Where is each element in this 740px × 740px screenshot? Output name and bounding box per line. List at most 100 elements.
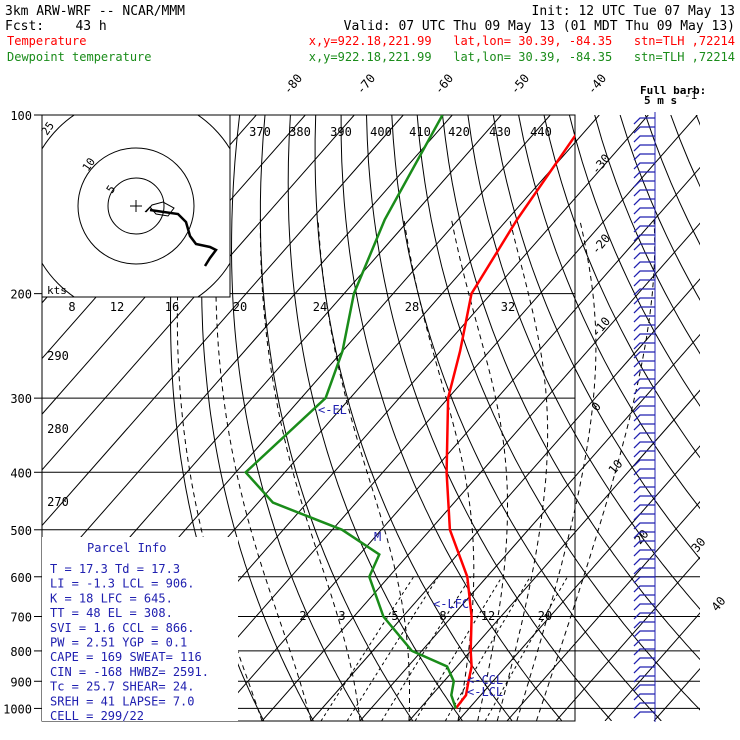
barb-note-1: Full barb: [640,84,706,97]
wind-barb [633,603,655,611]
wind-barb [633,441,655,449]
dry-adiabat [314,115,513,721]
wind-barb [633,621,655,629]
temperature-tick-label: -20 [589,231,614,257]
wind-barb [633,117,655,125]
barb-note-2: 5 m s [644,94,677,107]
wind-barb [633,450,655,458]
dry-adiabat [230,115,364,721]
mixing-ratio-line [320,576,415,721]
isotherm-line [261,222,700,721]
sounding-profiles [243,115,575,710]
annotation-label: <-LFC [433,597,469,611]
wind-barb [633,369,655,377]
temperature-tick-label: -30 [589,151,614,177]
wind-barb [633,207,655,215]
moist-adiabat [259,219,361,721]
wind-barb [633,477,655,485]
hodograph-ring-label: 25 [39,119,57,137]
moist-adiabat [451,219,508,721]
theta-label: 380 [289,125,311,139]
isotherm-line [359,333,700,721]
dry-adiabat [391,115,662,721]
wind-barb [633,279,655,287]
wind-barb [633,666,655,674]
wind-barb [633,324,655,332]
dry-adiabat [366,115,612,721]
pressure-label: 1000 [3,702,32,716]
dry-adiabat [543,115,700,459]
isotherm-line [212,166,700,721]
temperature-location: x,y=922.18,221.99 lat,lon= 30.39, -84.35… [309,34,735,48]
pressure-label: 600 [10,571,32,585]
mixing-ratio-label: 2 [299,609,306,623]
pressure-label: 500 [10,524,32,538]
wind-barb [633,126,655,134]
wind-barb [633,684,655,692]
mixing-ratio-label: 28 [405,300,419,314]
isotherm-line [163,115,698,721]
temperature-tick-label: 0 [589,399,604,414]
parcel-row: CAPE = 169 SWEAT= 116 [50,650,202,664]
parcel-row: LI = -1.3 LCL = 906. [50,577,195,591]
parcel-info-box: Parcel Info T = 17.3 Td = 17.3LI = -1.3 … [42,537,238,723]
pressure-label: 900 [10,675,32,689]
theta-label: 440 [530,125,552,139]
dry-adiabat [619,115,700,301]
wind-barb [633,567,655,575]
theta-label: 390 [330,125,352,139]
temperature-tick-label: -40 [585,71,610,97]
model-title: 3km ARW-WRF -- NCAR/MMM [5,4,185,19]
mixing-ratio-label: 12 [110,300,124,314]
parcel-row: CIN = -168 HWBZ= 2591. [50,665,209,679]
dewpoint-legend: Dewpoint temperature [7,50,152,64]
wind-barb [633,171,655,179]
wind-barb [633,387,655,395]
dry-adiabat [644,115,700,246]
wind-barb [633,711,655,719]
temperature-tick-label: -50 [508,71,533,97]
mixing-ratio-labels: 8 12 16 20 24 28 32 2 3 5 8 12 20 [68,300,552,623]
wind-barb [633,144,655,152]
mixing-ratio-label: 5 [391,609,398,623]
pressure-label: 300 [10,392,32,406]
theta-labels: 370 380 390 400 410 420 430 440 290 280 270 [47,125,552,509]
dry-adiabat [442,115,700,661]
wind-barb [633,297,655,305]
wind-barb [633,414,655,422]
hodograph-ring [77,147,195,265]
wind-barb [633,702,655,710]
pressure-label: 100 [10,109,32,123]
wind-barb [633,495,655,503]
theta-label: 420 [448,125,470,139]
wind-barb [633,378,655,386]
dry-adiabat [492,115,700,560]
valid-time: Valid: 07 UTC Thu 09 May 13 (01 MDT Thu … [344,19,735,34]
mixing-ratio-label: 20 [538,609,552,623]
parcel-row: TT = 48 EL = 308. [50,606,173,620]
wind-barb [633,657,655,665]
dry-adiabat [594,115,700,355]
wind-barb [633,504,655,512]
wind-barb [633,675,655,683]
dry-adiabat [695,115,700,126]
wind-barb [633,135,655,143]
wind-barb [633,306,655,314]
isotherm-line [506,500,700,721]
isotherm-line [604,612,700,721]
wind-barb [633,423,655,431]
dry-adiabat [467,115,700,610]
wind-barb [633,639,655,647]
dewpoint-profile [243,115,457,709]
isotherm-line [310,278,700,721]
wind-barb [633,315,655,323]
theta-label: 270 [47,495,69,509]
wind-barb [633,396,655,404]
dry-adiabat [201,115,314,721]
wind-barb [633,405,655,413]
wind-barb [633,261,655,269]
temperature-tick-label: 40 [709,594,729,614]
wind-barb [633,189,655,197]
